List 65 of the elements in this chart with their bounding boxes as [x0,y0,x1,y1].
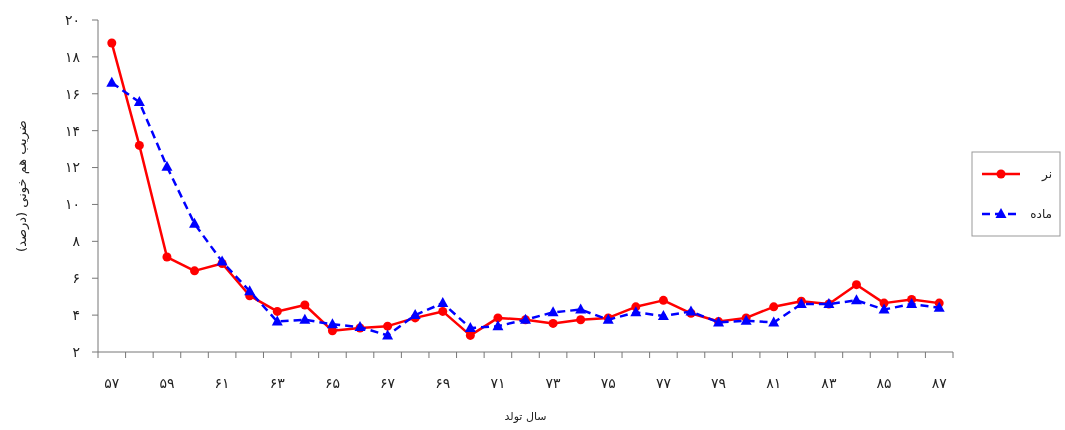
x-tick-label: ۶۹ [435,375,451,391]
x-tick-label: ۷۱ [490,375,506,391]
y-tick-label: ۲ [72,343,80,360]
x-tick-label: ۵۹ [159,375,175,391]
x-tick-label: ۷۳ [545,375,562,391]
point [190,266,200,276]
y-tick-label: ۶ [72,270,80,287]
x-tick-label: ۶۱ [214,375,230,391]
y-tick-label: ۸ [72,233,81,250]
x-axis-title: سال تولد [504,410,547,423]
point [630,306,642,317]
point [272,306,282,316]
x-tick-label: ۶۵ [324,375,340,391]
point [133,96,145,107]
point [383,321,393,331]
point [575,303,587,314]
y-tick-label: ۴ [72,307,80,324]
point [493,313,503,323]
y-tick-label: ۱۶ [64,85,80,102]
point [326,318,338,329]
point [189,217,201,228]
point [300,300,310,310]
x-tick-label: ۷۵ [600,375,616,391]
x-tick-label: ۸۳ [821,375,837,391]
x-tick-label: ۸۷ [931,375,948,391]
point [244,285,256,296]
point [271,315,283,326]
x-tick-label: ۸۱ [766,375,782,391]
point [492,320,504,331]
point [878,303,890,314]
y-axis-title: ضریب هم خونی (درصد) [14,120,30,252]
legend-label: ماده [1030,207,1052,222]
point [576,315,586,325]
point [850,294,862,305]
point [769,302,779,312]
point [106,76,118,87]
x-tick-label: ۵۷ [104,375,120,391]
x-tick-label: ۷۹ [711,375,727,391]
point [162,252,172,262]
point [548,318,558,328]
y-tick-label: ۱۸ [64,48,81,65]
point [107,38,117,48]
point [299,313,311,324]
point [851,280,861,290]
y-tick-label: ۱۴ [64,122,80,139]
x-tick-label: ۶۷ [380,375,396,391]
point [437,297,449,308]
x-tick-label: ۷۷ [655,375,672,391]
x-tick-label: ۸۵ [876,375,892,391]
point [906,298,918,309]
y-tick-label: ۲۰ [64,11,80,28]
point [161,160,173,171]
y-tick-label: ۱۲ [64,159,80,176]
point [547,306,559,317]
point [464,322,476,333]
point [657,310,669,321]
y-tick-label: ۱۰ [64,196,80,213]
point [409,309,421,320]
legend-label: نر [1041,167,1052,183]
point [382,329,394,340]
point [658,295,668,305]
point [933,301,945,312]
x-tick-label: ۶۳ [269,375,286,391]
point [134,140,144,150]
point [438,306,448,316]
